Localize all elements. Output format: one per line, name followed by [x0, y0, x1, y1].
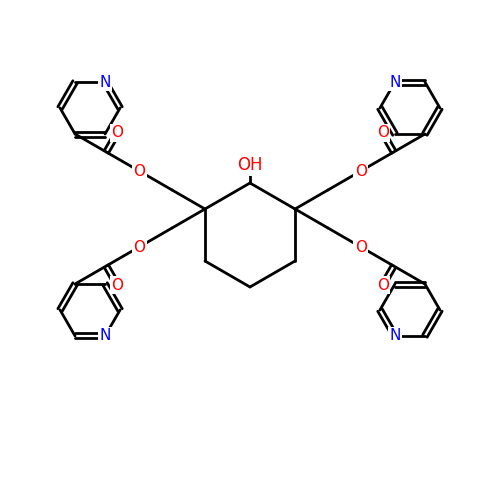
- Text: O: O: [377, 126, 389, 140]
- Text: O: O: [111, 278, 123, 292]
- Text: O: O: [355, 164, 367, 178]
- Text: O: O: [377, 278, 389, 292]
- Text: N: N: [100, 74, 111, 90]
- Text: O: O: [355, 240, 367, 254]
- Text: OH: OH: [238, 156, 263, 174]
- Text: N: N: [389, 74, 400, 90]
- Text: O: O: [133, 164, 145, 178]
- Text: N: N: [100, 328, 111, 344]
- Text: O: O: [133, 240, 145, 254]
- Text: N: N: [389, 328, 400, 344]
- Text: O: O: [111, 126, 123, 140]
